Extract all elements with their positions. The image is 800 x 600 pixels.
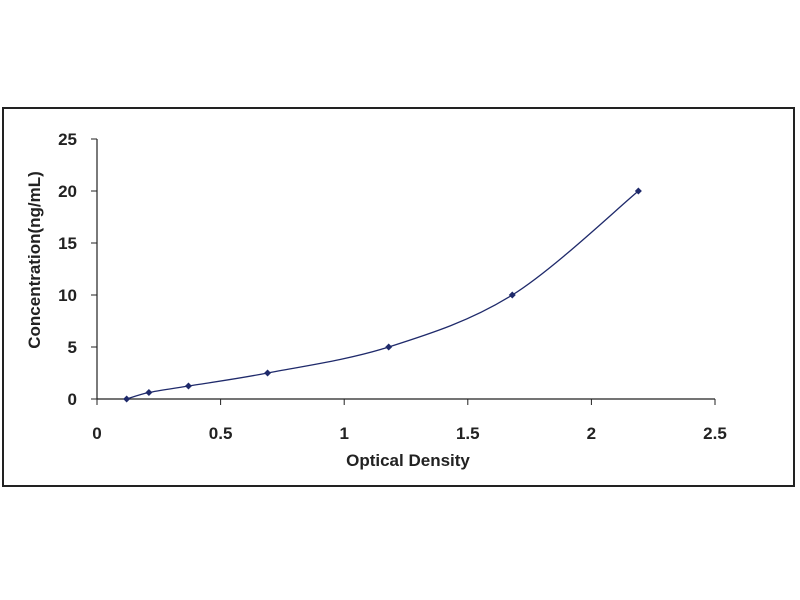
data-points [123, 187, 642, 403]
data-point [508, 291, 516, 299]
axes [96, 139, 715, 400]
chart-frame [2, 107, 795, 487]
fit-curve [126, 190, 639, 400]
x-axis-title: Optical Density [346, 451, 470, 470]
data-point [264, 369, 272, 377]
y-tick-label: 10 [58, 286, 77, 305]
y-tick-label: 15 [58, 234, 77, 253]
x-tick-label: 0.5 [209, 424, 233, 443]
x-tick-label: 0 [92, 424, 101, 443]
y-tick-label: 5 [68, 338, 77, 357]
x-tick-label: 1 [339, 424, 348, 443]
y-tick-label: 25 [58, 130, 77, 149]
y-axis-title: Concentration(ng/mL) [25, 171, 44, 349]
data-point [634, 187, 642, 195]
y-tick-label: 0 [68, 390, 77, 409]
x-tick-label: 1.5 [456, 424, 480, 443]
data-point [145, 389, 153, 396]
ticks: 0 0.5 1 1.5 2 2.5 0 5 10 15 20 25 [58, 130, 727, 443]
x-tick-label: 2 [587, 424, 596, 443]
x-tick-label: 2.5 [703, 424, 727, 443]
data-point [123, 395, 131, 403]
data-point [184, 382, 192, 390]
data-point [385, 343, 393, 351]
y-tick-label: 20 [58, 182, 77, 201]
fit-curve-group [126, 190, 639, 400]
